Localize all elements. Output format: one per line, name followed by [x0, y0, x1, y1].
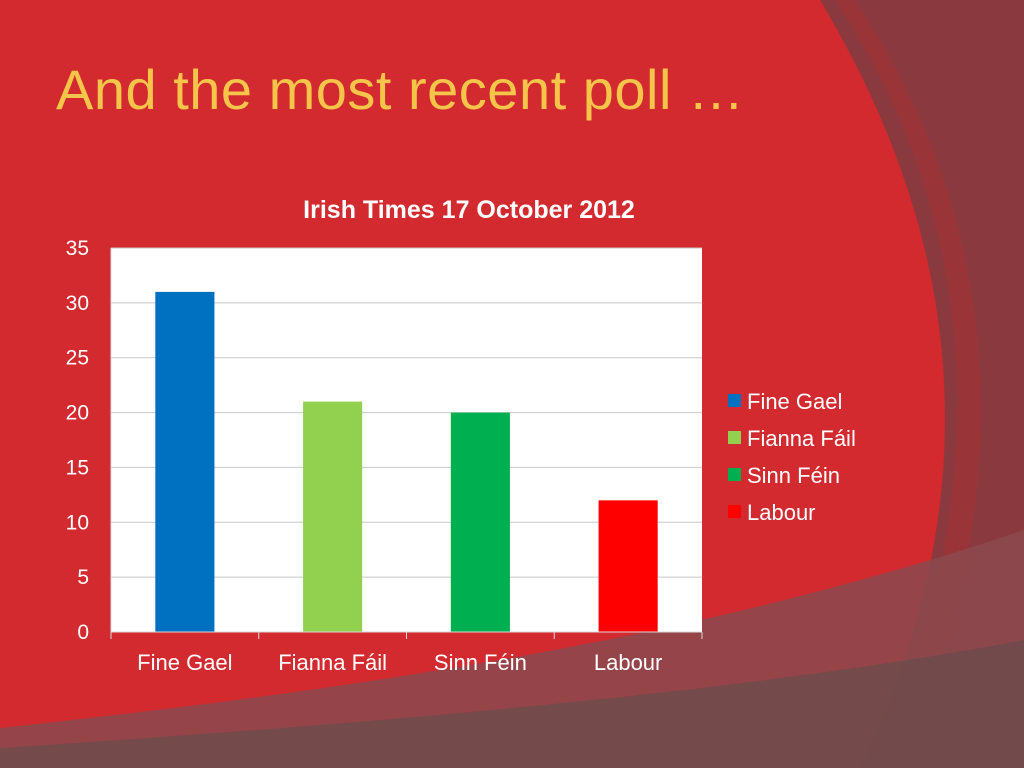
y-axis-ticks: 0 5 10 15 20 25 30 35	[66, 237, 89, 644]
x-axis-categories: Fine Gael Fianna Fáil Sinn Féin Labour	[137, 650, 662, 675]
y-tick-label: 30	[66, 292, 89, 315]
chart-title: Irish Times 17 October 2012	[303, 196, 635, 224]
legend-swatch	[728, 505, 741, 518]
legend-label: Labour	[747, 500, 816, 525]
y-tick-label: 25	[66, 347, 89, 370]
bar	[599, 500, 658, 632]
legend: Fine Gael Fianna Fáil Sinn Féin Labour	[728, 389, 856, 525]
bar	[303, 402, 362, 632]
x-category-label: Fianna Fáil	[278, 650, 387, 675]
x-category-label: Sinn Féin	[434, 650, 527, 675]
y-tick-label: 15	[66, 456, 89, 479]
legend-label: Fine Gael	[747, 389, 842, 414]
y-tick-label: 20	[66, 402, 89, 425]
bar	[451, 413, 510, 632]
y-tick-label: 0	[77, 621, 89, 644]
y-tick-label: 5	[77, 566, 89, 589]
y-tick-label: 10	[66, 511, 89, 534]
legend-swatch	[728, 468, 741, 481]
x-category-label: Labour	[594, 650, 663, 675]
legend-label: Fianna Fáil	[747, 426, 856, 451]
y-tick-label: 35	[66, 237, 89, 260]
legend-swatch	[728, 431, 741, 444]
legend-swatch	[728, 394, 741, 407]
legend-label: Sinn Féin	[747, 463, 840, 488]
bar	[155, 292, 214, 632]
x-category-label: Fine Gael	[137, 650, 232, 675]
